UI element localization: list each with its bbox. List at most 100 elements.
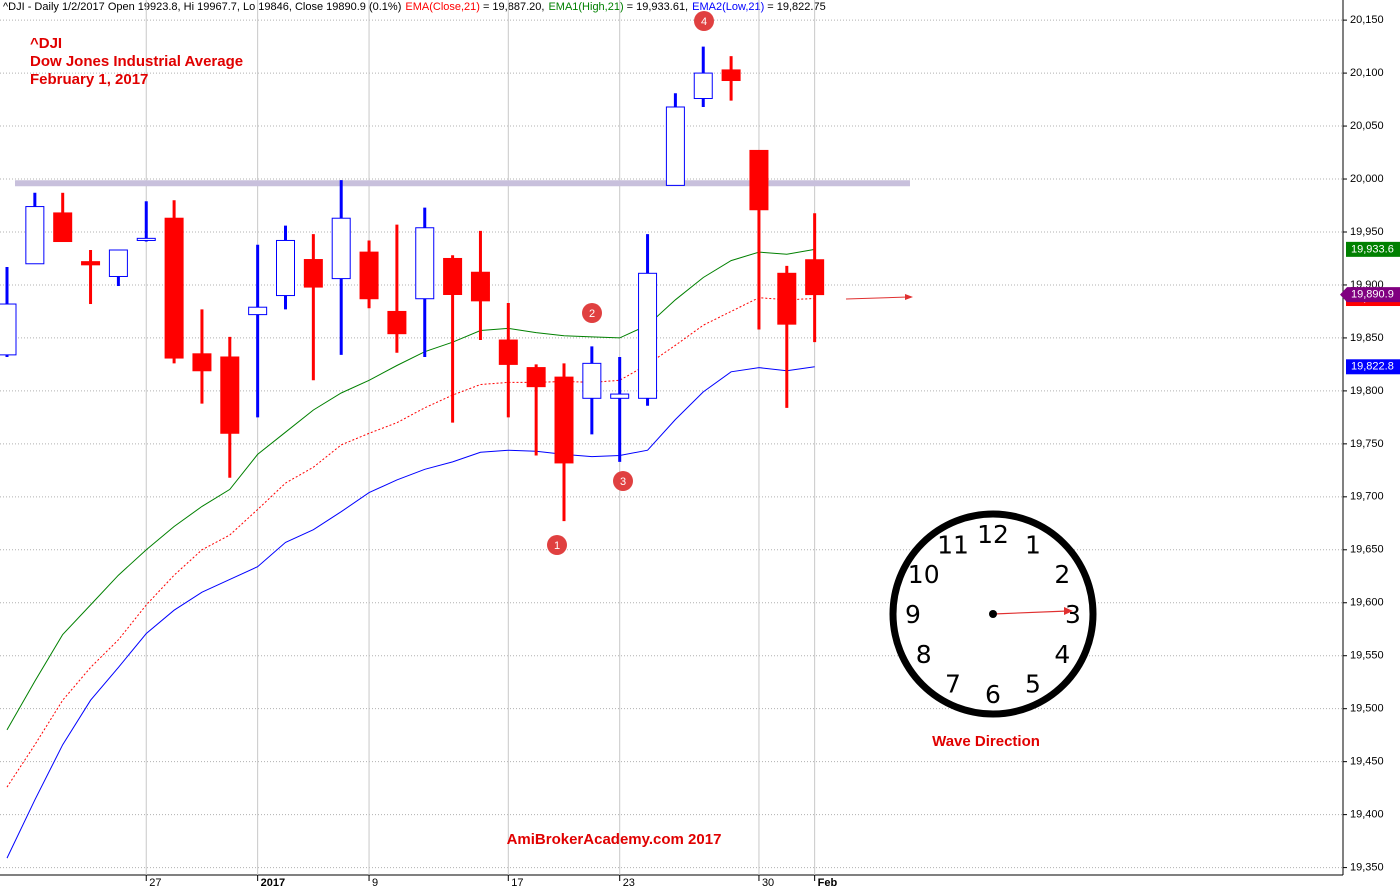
candle-body	[25, 206, 45, 265]
y-tick-label: 19,800	[1350, 385, 1384, 397]
y-tick-label: 19,950	[1350, 226, 1384, 238]
x-tick-label: 2017	[261, 877, 285, 889]
candle-body	[248, 306, 268, 316]
value-badge	[1346, 359, 1400, 375]
clock-number: 11	[937, 531, 969, 560]
candle-body	[526, 367, 546, 388]
candle-body	[554, 376, 574, 464]
y-tick-label: 19,600	[1350, 597, 1384, 609]
candle-body	[220, 356, 240, 434]
candle-body	[303, 259, 323, 288]
watermark: AmiBrokerAcademy.com 2017	[507, 831, 722, 848]
clock-number: 9	[905, 600, 921, 629]
clock-number: 12	[977, 520, 1009, 549]
legend-value: = 19,933.61,	[627, 1, 688, 13]
clock-number: 4	[1054, 640, 1070, 669]
candle-body	[53, 212, 73, 243]
candle-body	[276, 239, 295, 297]
y-tick-label: 20,150	[1350, 14, 1384, 26]
x-tick-label: 9	[372, 877, 378, 889]
header-text: ^DJI - Daily 1/2/2017 Open 19923.8, Hi 1…	[3, 1, 401, 13]
clock-center	[989, 610, 997, 618]
markers: 1 2 3 4	[547, 11, 714, 555]
arrow	[845, 296, 909, 300]
marker-label: 1	[554, 540, 560, 552]
x-tick-label: 27	[149, 877, 161, 889]
candle-body	[610, 393, 630, 399]
legend-name: EMA1(High,21)	[548, 1, 623, 13]
arrow-head	[905, 294, 913, 300]
x-tick-label: 30	[762, 877, 774, 889]
candle-body	[164, 217, 184, 359]
clock-number: 10	[908, 560, 940, 589]
close-badge	[1340, 287, 1400, 303]
candle-body	[805, 259, 825, 296]
y-tick-label: 19,650	[1350, 544, 1384, 556]
clock-hand-head	[1064, 607, 1073, 615]
clock-number: 1	[1025, 531, 1041, 560]
marker: 4	[694, 11, 714, 31]
marker: 1	[547, 535, 567, 555]
marker-label: 3	[620, 476, 626, 488]
y-tick-label: 19,350	[1350, 861, 1384, 873]
value-badge-label: 19,822.8	[1351, 361, 1394, 373]
candle-body	[721, 69, 741, 82]
candle-body	[415, 227, 435, 300]
close-badge-label: 19,890.9	[1351, 289, 1394, 301]
candle-body	[136, 237, 156, 241]
marker: 2	[582, 303, 602, 323]
value-badge-label: 19,933.6	[1351, 243, 1394, 255]
x-tick-label: 17	[511, 877, 523, 889]
candle-body	[498, 339, 518, 365]
x-tick-label: 23	[623, 877, 635, 889]
candle-body	[387, 310, 407, 335]
candle-body	[777, 272, 797, 325]
annotation: ^DJI	[30, 35, 62, 52]
candle-body	[665, 106, 685, 186]
legend-value: = 19,887.20,	[483, 1, 544, 13]
candle-body	[470, 271, 490, 302]
candle-body	[359, 251, 379, 300]
clock-number: 6	[985, 680, 1001, 709]
marker-label: 2	[589, 308, 595, 320]
ema-line	[6, 366, 815, 859]
candle-body	[638, 272, 658, 399]
y-tick-label: 19,500	[1350, 703, 1384, 715]
y-tick-label: 19,400	[1350, 809, 1384, 821]
candle-body	[443, 257, 463, 295]
candle-body	[108, 249, 128, 277]
clock-number: 5	[1025, 669, 1041, 698]
candle-body	[81, 261, 101, 266]
annotation: February 1, 2017	[30, 71, 148, 88]
y-tick-label: 19,450	[1350, 756, 1384, 768]
x-tick-label: Feb	[818, 877, 838, 889]
clock-number: 3	[1065, 600, 1081, 629]
legend-name: EMA(Close,21)	[405, 1, 480, 13]
y-tick-label: 20,050	[1350, 120, 1384, 132]
candle-body	[582, 362, 602, 399]
marker: 3	[613, 471, 633, 491]
legend-name: EMA2(Low,21)	[692, 1, 764, 13]
annotation: Dow Jones Industrial Average	[30, 53, 243, 70]
value-badge	[1346, 241, 1400, 257]
clock-hand	[992, 610, 1069, 615]
candle-body	[331, 217, 351, 280]
y-tick-label: 19,750	[1350, 438, 1384, 450]
candle-body	[192, 353, 212, 372]
ema-line	[6, 297, 815, 788]
candle-body	[749, 149, 769, 211]
y-tick-label: 19,850	[1350, 332, 1384, 344]
y-tick-label: 20,000	[1350, 173, 1384, 185]
y-tick-label: 20,100	[1350, 67, 1384, 79]
candle-body	[0, 303, 17, 356]
y-tick-label: 19,550	[1350, 650, 1384, 662]
marker-label: 4	[701, 16, 707, 28]
header: ^DJI - Daily 1/2/2017 Open 19923.8, Hi 1…	[3, 1, 826, 13]
legend-value: = 19,822.75	[767, 1, 825, 13]
caption: Wave Direction	[932, 733, 1040, 750]
ema-line	[6, 248, 815, 731]
clock-number: 2	[1054, 560, 1070, 589]
candle-body	[693, 72, 713, 100]
